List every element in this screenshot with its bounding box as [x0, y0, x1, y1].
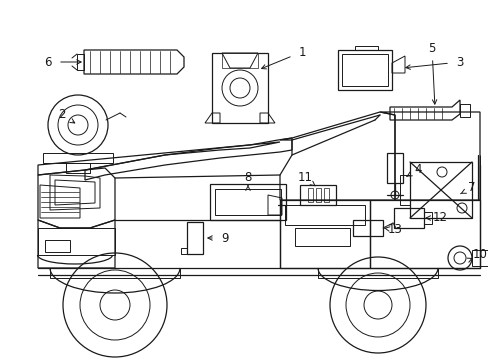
- Text: 7: 7: [468, 181, 475, 194]
- Text: 5: 5: [427, 41, 435, 54]
- Text: 2: 2: [58, 108, 65, 121]
- Bar: [315, 188, 320, 202]
- Bar: [324, 188, 328, 202]
- Text: 11: 11: [297, 171, 312, 184]
- Text: 9: 9: [221, 231, 228, 244]
- Text: 1: 1: [298, 45, 305, 58]
- Text: 6: 6: [44, 55, 52, 68]
- Text: 8: 8: [244, 171, 251, 184]
- Text: 12: 12: [431, 211, 447, 225]
- Polygon shape: [222, 53, 258, 68]
- Text: 3: 3: [455, 55, 463, 68]
- Bar: [294, 228, 349, 246]
- Text: 4: 4: [413, 163, 421, 176]
- Text: 13: 13: [387, 224, 402, 237]
- Text: 10: 10: [471, 248, 487, 261]
- Bar: [307, 188, 312, 202]
